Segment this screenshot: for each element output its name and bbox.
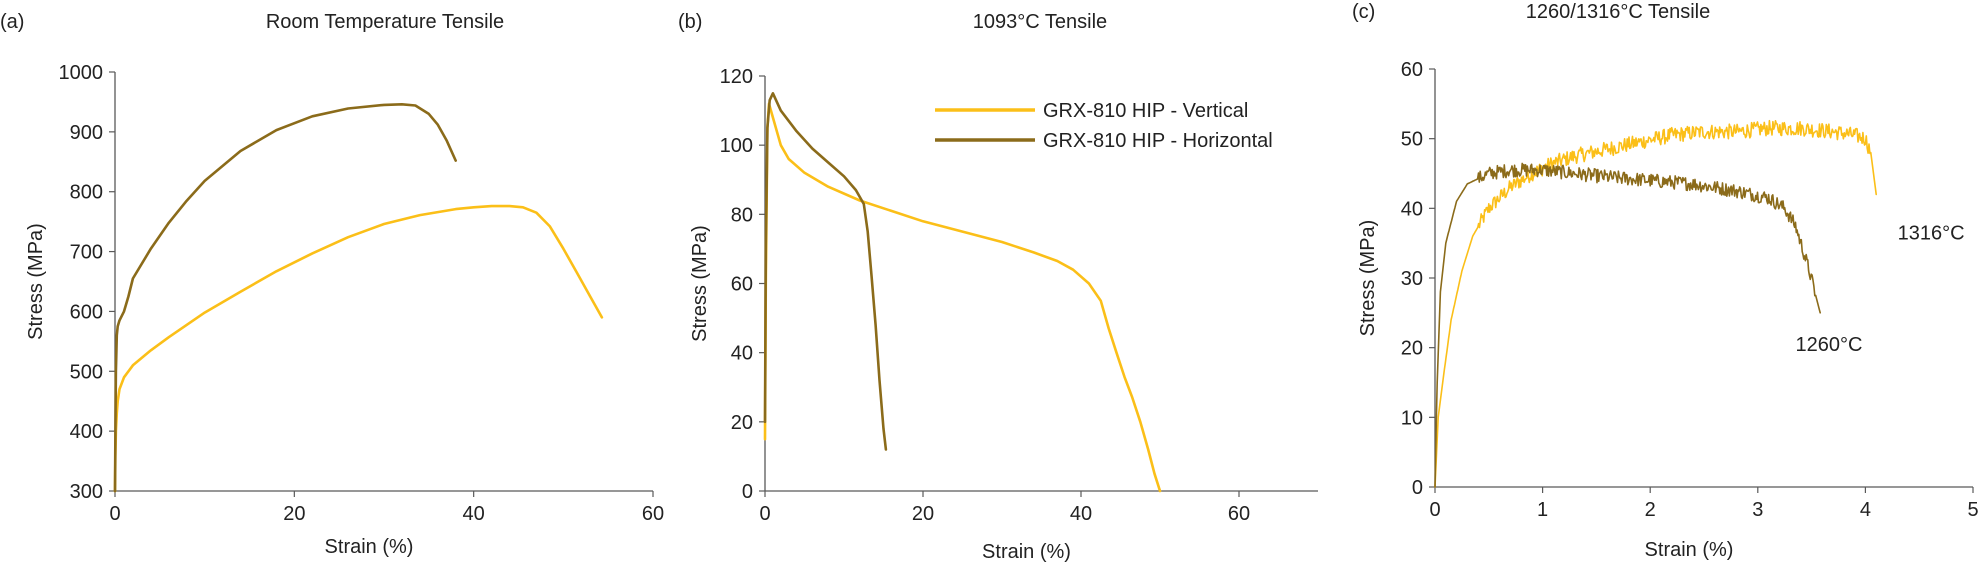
y-tick-label: 900 xyxy=(70,122,103,144)
x-tick-label: 40 xyxy=(1070,503,1092,525)
panel-label: (b) xyxy=(678,11,702,33)
x-tick-label: 0 xyxy=(109,503,120,525)
x-tick-label: 2 xyxy=(1645,499,1656,521)
series-line-horizontal xyxy=(113,103,458,493)
y-tick-label: 1000 xyxy=(59,62,104,84)
y-tick-label: 30 xyxy=(1401,268,1423,290)
x-tick-label: 40 xyxy=(463,503,485,525)
legend-label-horizontal: GRX-810 HIP - Horizontal xyxy=(1043,130,1273,152)
x-tick-label: 3 xyxy=(1752,499,1763,521)
x-tick-label: 0 xyxy=(1429,499,1440,521)
y-tick-label: 0 xyxy=(1412,477,1423,499)
y-tick-label: 120 xyxy=(720,66,753,88)
y-tick-label: 0 xyxy=(742,481,753,503)
y-tick-label: 300 xyxy=(70,481,103,503)
series-line-horizontal xyxy=(763,92,888,451)
y-axis-label: Stress (MPa) xyxy=(689,225,711,342)
y-tick-label: 800 xyxy=(70,182,103,204)
y-tick-label: 40 xyxy=(1401,198,1423,220)
chart-title: 1260/1316°C Tensile xyxy=(1526,1,1710,23)
y-axis-label: Stress (MPa) xyxy=(1357,220,1379,337)
chart-panel-2: (b) 1093°C Tensile 0 20 40 60 80 100 120 0 20 40 60 S… xyxy=(678,11,1318,563)
y-tick-label: 50 xyxy=(1401,129,1423,151)
y-tick-label: 500 xyxy=(70,361,103,383)
x-tick-label: 1 xyxy=(1537,499,1548,521)
x-tick-label: 20 xyxy=(283,503,305,525)
y-axis-label: Stress (MPa) xyxy=(25,223,47,340)
curve-annotation: 1260°C xyxy=(1795,334,1862,356)
y-tick-label: 20 xyxy=(731,412,753,434)
series-line-vertical xyxy=(113,204,604,493)
y-tick-label: 80 xyxy=(731,204,753,226)
y-tick-label: 100 xyxy=(720,135,753,157)
chart-title: 1093°C Tensile xyxy=(973,11,1107,33)
y-tick-label: 20 xyxy=(1401,338,1423,360)
x-tick-label: 60 xyxy=(642,503,664,525)
y-tick-label: 400 xyxy=(70,421,103,443)
x-tick-label: 0 xyxy=(759,503,770,525)
panel-label: (c) xyxy=(1352,1,1375,23)
y-tick-label: 10 xyxy=(1401,407,1423,429)
series-line-horizontal xyxy=(1434,162,1821,488)
x-axis-label: Strain (%) xyxy=(982,541,1071,563)
x-tick-label: 20 xyxy=(912,503,934,525)
series-line-vertical xyxy=(1434,119,1877,488)
x-tick-label: 5 xyxy=(1967,499,1978,521)
x-axis-label: Strain (%) xyxy=(325,536,414,558)
y-tick-label: 60 xyxy=(731,274,753,296)
series-line-vertical xyxy=(763,102,1162,493)
legend-label-vertical: GRX-810 HIP - Vertical xyxy=(1043,100,1248,122)
y-tick-label: 600 xyxy=(70,301,103,323)
y-tick-label: 700 xyxy=(70,242,103,264)
chart-panel-1: (a) Room Temperature Tensile3004005006007… xyxy=(0,11,664,558)
chart-title: Room Temperature Tensile xyxy=(266,11,504,33)
y-tick-label: 40 xyxy=(731,343,753,365)
x-tick-label: 4 xyxy=(1860,499,1871,521)
y-tick-label: 60 xyxy=(1401,59,1423,81)
curve-annotation: 1316°C xyxy=(1898,223,1965,245)
chart-panel-3: (c) 1260/1316°C Tensile 0 10 20 30 40 50 60 0 1 2 3 4… xyxy=(1352,1,1979,561)
panel-label: (a) xyxy=(0,11,24,33)
x-axis-label: Strain (%) xyxy=(1645,539,1734,561)
x-tick-label: 60 xyxy=(1228,503,1250,525)
